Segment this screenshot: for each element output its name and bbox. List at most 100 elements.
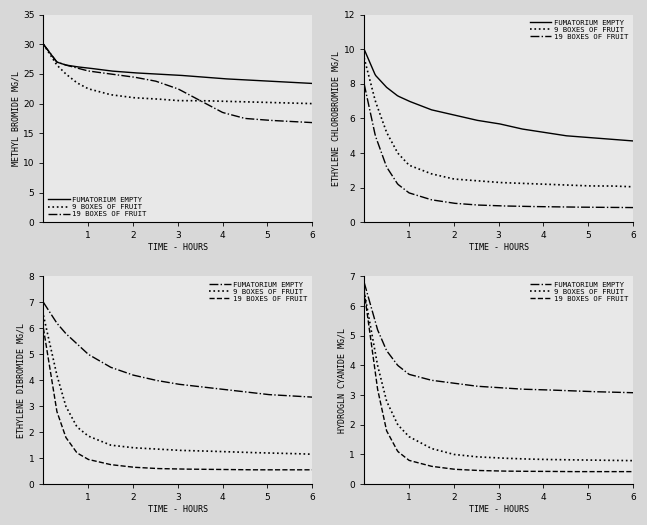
Line: FUMATORIUM EMPTY: FUMATORIUM EMPTY <box>364 282 633 393</box>
Line: FUMATORIUM EMPTY: FUMATORIUM EMPTY <box>364 49 633 141</box>
FUMATORIUM EMPTY <box>360 279 368 286</box>
Y-axis label: ETHYLENE DIBROMIDE MG/L: ETHYLENE DIBROMIDE MG/L <box>17 323 26 438</box>
19 BOXES OF FRUIT <box>520 203 527 209</box>
FUMATORIUM EMPTY <box>309 394 316 400</box>
19 BOXES OF FRUIT <box>629 468 637 475</box>
Y-axis label: ETHYLENE CHLOROBROMIDE MG/L: ETHYLENE CHLOROBROMIDE MG/L <box>332 51 341 186</box>
9 BOXES OF FRUIT <box>587 183 595 189</box>
9 BOXES OF FRUIT <box>520 456 528 462</box>
9 BOXES OF FRUIT <box>266 99 274 106</box>
9 BOXES OF FRUIT <box>361 58 369 65</box>
FUMATORIUM EMPTY <box>204 384 212 391</box>
9 BOXES OF FRUIT <box>200 98 208 104</box>
Line: 19 BOXES OF FRUIT: 19 BOXES OF FRUIT <box>43 44 313 123</box>
19 BOXES OF FRUIT <box>360 288 368 295</box>
19 BOXES OF FRUIT <box>629 204 637 211</box>
19 BOXES OF FRUIT <box>587 204 595 211</box>
FUMATORIUM EMPTY <box>520 126 527 132</box>
9 BOXES OF FRUIT <box>283 450 291 457</box>
FUMATORIUM EMPTY <box>283 79 291 85</box>
FUMATORIUM EMPTY <box>629 390 637 396</box>
9 BOXES OF FRUIT <box>266 450 274 456</box>
Line: 19 BOXES OF FRUIT: 19 BOXES OF FRUIT <box>43 328 313 470</box>
19 BOXES OF FRUIT <box>361 85 369 91</box>
19 BOXES OF FRUIT <box>360 81 368 87</box>
FUMATORIUM EMPTY <box>525 386 532 393</box>
19 BOXES OF FRUIT <box>563 468 571 475</box>
FUMATORIUM EMPTY <box>204 75 212 81</box>
19 BOXES OF FRUIT <box>40 43 48 49</box>
19 BOXES OF FRUIT <box>525 468 532 475</box>
9 BOXES OF FRUIT <box>360 55 368 61</box>
FUMATORIUM EMPTY <box>629 138 637 144</box>
9 BOXES OF FRUIT <box>587 457 595 463</box>
19 BOXES OF FRUIT <box>520 468 528 475</box>
FUMATORIUM EMPTY <box>39 299 47 306</box>
FUMATORIUM EMPTY <box>360 46 368 52</box>
FUMATORIUM EMPTY <box>39 41 47 47</box>
9 BOXES OF FRUIT <box>520 180 527 186</box>
Line: 9 BOXES OF FRUIT: 9 BOXES OF FRUIT <box>364 58 633 187</box>
9 BOXES OF FRUIT <box>520 180 528 186</box>
19 BOXES OF FRUIT <box>199 466 206 472</box>
19 BOXES OF FRUIT <box>39 41 47 47</box>
FUMATORIUM EMPTY <box>40 301 48 307</box>
FUMATORIUM EMPTY <box>587 388 595 395</box>
19 BOXES OF FRUIT <box>266 117 274 123</box>
Legend: FUMATORIUM EMPTY, 9 BOXES OF FRUIT, 19 BOXES OF FRUIT: FUMATORIUM EMPTY, 9 BOXES OF FRUIT, 19 B… <box>529 280 630 303</box>
19 BOXES OF FRUIT <box>284 467 292 473</box>
Line: FUMATORIUM EMPTY: FUMATORIUM EMPTY <box>43 302 313 397</box>
FUMATORIUM EMPTY <box>200 74 208 80</box>
9 BOXES OF FRUIT <box>629 457 637 464</box>
Legend: FUMATORIUM EMPTY, 9 BOXES OF FRUIT, 19 BOXES OF FRUIT: FUMATORIUM EMPTY, 9 BOXES OF FRUIT, 19 B… <box>208 280 309 303</box>
FUMATORIUM EMPTY <box>361 48 369 55</box>
FUMATORIUM EMPTY <box>525 127 532 133</box>
9 BOXES OF FRUIT <box>39 312 47 319</box>
19 BOXES OF FRUIT <box>604 204 611 211</box>
9 BOXES OF FRUIT <box>199 98 206 104</box>
19 BOXES OF FRUIT <box>40 331 48 337</box>
9 BOXES OF FRUIT <box>200 448 208 454</box>
Y-axis label: METHYL BROMIDE MG/L: METHYL BROMIDE MG/L <box>11 71 20 166</box>
Legend: FUMATORIUM EMPTY, 9 BOXES OF FRUIT, 19 BOXES OF FRUIT: FUMATORIUM EMPTY, 9 BOXES OF FRUIT, 19 B… <box>529 18 630 41</box>
Line: 19 BOXES OF FRUIT: 19 BOXES OF FRUIT <box>364 291 633 471</box>
Line: FUMATORIUM EMPTY: FUMATORIUM EMPTY <box>43 44 313 83</box>
9 BOXES OF FRUIT <box>40 43 48 49</box>
9 BOXES OF FRUIT <box>40 316 48 322</box>
9 BOXES OF FRUIT <box>525 456 532 462</box>
9 BOXES OF FRUIT <box>361 293 369 299</box>
X-axis label: TIME - HOURS: TIME - HOURS <box>468 243 529 252</box>
19 BOXES OF FRUIT <box>309 120 316 126</box>
FUMATORIUM EMPTY <box>199 384 206 390</box>
9 BOXES OF FRUIT <box>604 457 611 464</box>
9 BOXES OF FRUIT <box>204 98 212 104</box>
19 BOXES OF FRUIT <box>525 203 532 209</box>
X-axis label: TIME - HOURS: TIME - HOURS <box>148 505 208 514</box>
FUMATORIUM EMPTY <box>520 386 528 392</box>
9 BOXES OF FRUIT <box>360 288 368 295</box>
Line: 19 BOXES OF FRUIT: 19 BOXES OF FRUIT <box>364 84 633 207</box>
19 BOXES OF FRUIT <box>204 101 212 108</box>
FUMATORIUM EMPTY <box>587 134 595 141</box>
19 BOXES OF FRUIT <box>200 466 208 472</box>
FUMATORIUM EMPTY <box>199 74 206 80</box>
FUMATORIUM EMPTY <box>604 136 611 142</box>
19 BOXES OF FRUIT <box>520 468 527 475</box>
19 BOXES OF FRUIT <box>39 325 47 331</box>
9 BOXES OF FRUIT <box>525 181 532 187</box>
9 BOXES OF FRUIT <box>604 183 611 189</box>
19 BOXES OF FRUIT <box>605 468 613 475</box>
Line: 9 BOXES OF FRUIT: 9 BOXES OF FRUIT <box>364 291 633 460</box>
X-axis label: TIME - HOURS: TIME - HOURS <box>148 243 208 252</box>
19 BOXES OF FRUIT <box>200 99 208 106</box>
9 BOXES OF FRUIT <box>629 184 637 190</box>
19 BOXES OF FRUIT <box>587 468 595 475</box>
19 BOXES OF FRUIT <box>204 466 212 472</box>
FUMATORIUM EMPTY <box>604 389 611 395</box>
19 BOXES OF FRUIT <box>199 99 206 105</box>
Line: 9 BOXES OF FRUIT: 9 BOXES OF FRUIT <box>43 316 313 454</box>
9 BOXES OF FRUIT <box>309 451 316 457</box>
19 BOXES OF FRUIT <box>361 295 369 301</box>
9 BOXES OF FRUIT <box>39 41 47 47</box>
9 BOXES OF FRUIT <box>520 456 527 462</box>
